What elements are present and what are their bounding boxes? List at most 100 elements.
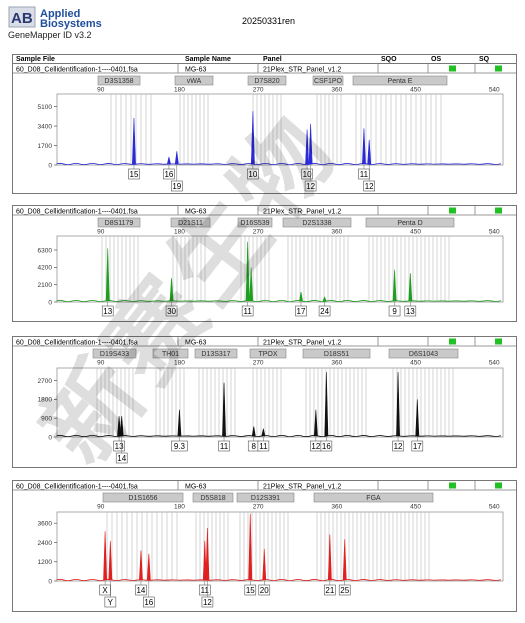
peak[interactable] (166, 156, 171, 165)
marker-label: D3S1358 (104, 78, 133, 85)
allele-label-box[interactable] (247, 168, 259, 180)
marker-bin[interactable] (92, 348, 137, 359)
peak[interactable] (367, 139, 372, 165)
peak[interactable] (396, 372, 400, 437)
peak[interactable] (205, 528, 210, 581)
peak[interactable] (299, 292, 303, 302)
peak[interactable] (105, 248, 110, 302)
peak[interactable] (313, 409, 318, 437)
allele-label-box[interactable] (135, 584, 147, 596)
allele-label: 12 (394, 442, 403, 451)
header-panel: 21Plex_STR_Panel_v1.2 (263, 484, 341, 491)
allele-label-box[interactable] (301, 168, 313, 180)
peak[interactable] (169, 278, 174, 302)
peak[interactable] (103, 531, 108, 581)
marker-bin[interactable] (97, 217, 141, 228)
peak[interactable] (146, 553, 151, 581)
peak[interactable] (262, 548, 267, 581)
marker-bin[interactable] (97, 75, 141, 86)
allele-label-box[interactable] (101, 305, 114, 317)
col-sample-file: Sample File (16, 56, 55, 63)
peak[interactable] (408, 273, 413, 302)
allele-label-box[interactable] (258, 584, 271, 596)
peak[interactable] (324, 372, 329, 437)
allele-label-box[interactable] (257, 440, 270, 452)
allele-label-box[interactable] (392, 440, 404, 452)
marker-bin[interactable] (249, 348, 287, 359)
marker-bin[interactable] (194, 348, 238, 359)
marker-bin[interactable] (170, 217, 211, 228)
allele-label-box[interactable] (358, 168, 370, 180)
allele-label-box[interactable] (201, 596, 214, 608)
allele-label-box[interactable] (388, 305, 401, 317)
peak[interactable] (415, 399, 420, 437)
marker-bin[interactable] (236, 492, 295, 503)
peak[interactable] (119, 416, 124, 437)
marker-bin[interactable] (312, 75, 344, 86)
marker-bin[interactable] (174, 75, 214, 86)
allele-label-box[interactable] (338, 584, 351, 596)
marker-bin[interactable] (102, 492, 184, 503)
peak[interactable] (139, 550, 143, 581)
allele-label-box[interactable] (218, 440, 230, 452)
allele-label-box[interactable] (198, 584, 211, 596)
marker-bin[interactable] (302, 348, 371, 359)
plot-frame (56, 235, 504, 303)
marker-label: D5S818 (200, 495, 225, 502)
allele-label-box[interactable] (115, 452, 128, 464)
peak[interactable] (108, 540, 113, 581)
peak[interactable] (362, 128, 366, 165)
os-status-indicator (449, 338, 456, 345)
peak[interactable] (222, 382, 226, 437)
marker-bin[interactable] (365, 217, 455, 228)
peak[interactable] (342, 539, 347, 581)
marker-bin[interactable] (152, 348, 189, 359)
peak[interactable] (249, 267, 254, 302)
peak[interactable] (250, 111, 255, 165)
allele-label-box[interactable] (363, 180, 376, 192)
allele-label-box[interactable] (163, 168, 175, 180)
allele-label-box[interactable] (104, 596, 117, 608)
peak[interactable] (245, 241, 250, 302)
peak[interactable] (174, 151, 179, 165)
marker-bin[interactable] (237, 217, 273, 228)
allele-label-box[interactable] (241, 305, 254, 317)
allele-label-box[interactable] (171, 180, 183, 192)
marker-bin[interactable] (192, 492, 234, 503)
allele-label-box[interactable] (171, 440, 188, 452)
allele-label-box[interactable] (113, 440, 125, 452)
peak[interactable] (305, 129, 310, 165)
allele-label-box[interactable] (165, 305, 178, 317)
allele-label-box[interactable] (404, 305, 417, 317)
header-sample-file: 60_D08_Cellidentification-1----0401.fsa (16, 484, 138, 491)
x-tick-label: 540 (489, 87, 500, 94)
peak[interactable] (117, 416, 122, 437)
allele-label-box[interactable] (99, 584, 111, 596)
allele-label-box[interactable] (318, 305, 331, 317)
allele-label-box[interactable] (304, 180, 317, 192)
marker-bin[interactable] (313, 492, 434, 503)
marker-bin[interactable] (247, 75, 287, 86)
marker-bin[interactable] (388, 348, 459, 359)
peak[interactable] (248, 513, 253, 581)
allele-label-box[interactable] (320, 440, 333, 452)
marker-label: D8S1179 (105, 220, 134, 227)
marker-bin[interactable] (352, 75, 448, 86)
peak[interactable] (251, 426, 256, 437)
allele-label-box[interactable] (411, 440, 424, 452)
marker-bin[interactable] (282, 217, 352, 228)
allele-label-box[interactable] (128, 168, 140, 180)
allele-label-box[interactable] (244, 584, 257, 596)
allele-label-box[interactable] (324, 584, 336, 596)
peak[interactable] (177, 409, 182, 437)
peak[interactable] (327, 534, 332, 581)
peak[interactable] (261, 428, 266, 437)
x-tick-label: 90 (97, 504, 105, 511)
allele-label-box[interactable] (143, 596, 155, 608)
peak[interactable] (202, 540, 207, 581)
peak[interactable] (392, 269, 397, 302)
allele-label-box[interactable] (295, 305, 307, 317)
peak[interactable] (308, 123, 313, 165)
peak[interactable] (132, 118, 136, 165)
peak[interactable] (322, 296, 327, 302)
